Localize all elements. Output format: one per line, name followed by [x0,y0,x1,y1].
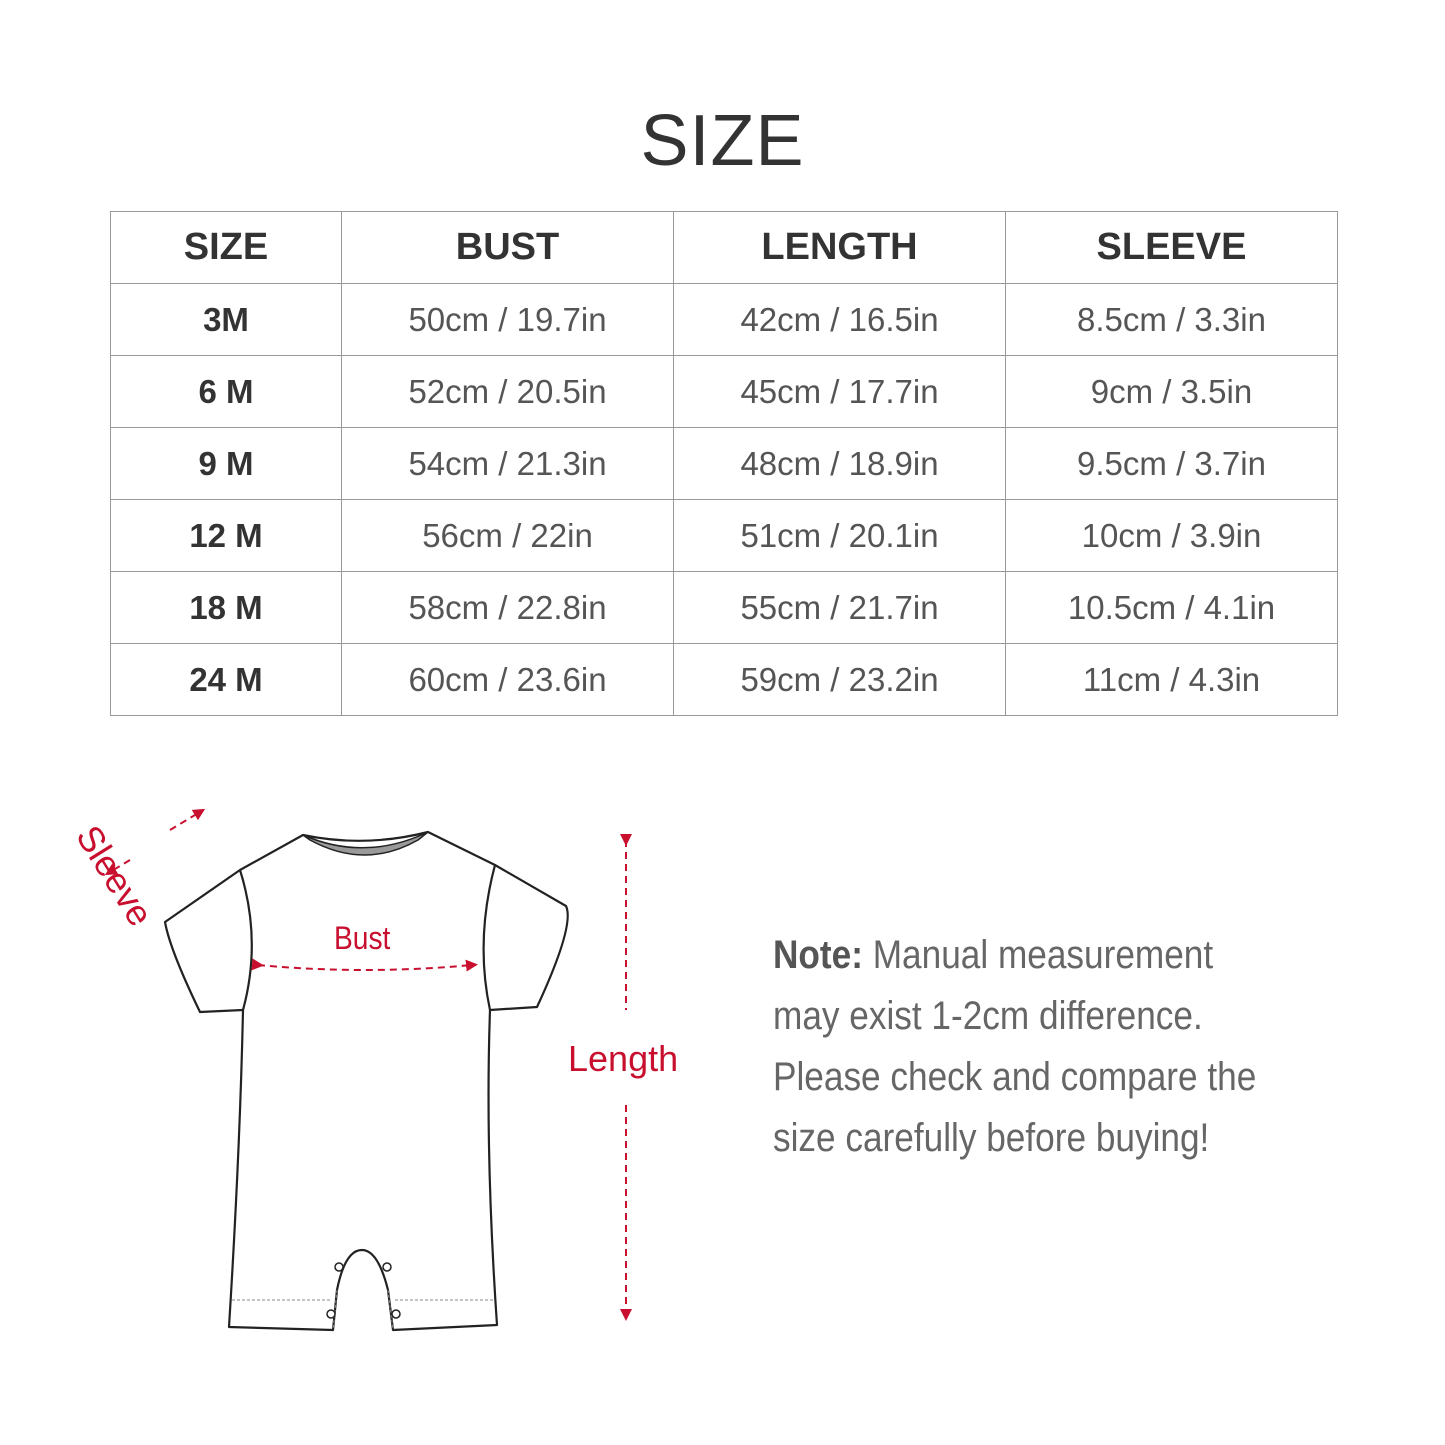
bust-cell: 60cm / 23.6in [341,643,674,716]
bust-cell: 52cm / 20.5in [341,355,674,428]
bust-label: Bust [334,920,391,956]
page-title: SIZE [640,101,805,181]
table-row: 3M 50cm / 19.7in 42cm / 16.5in 8.5cm / 3.3i… [110,283,1338,356]
note-text: Note: Manual measurement may exist 1-2cm… [773,925,1283,1169]
table-row: 24 M 60cm / 23.6in 59cm / 23.2in 11cm / 4.3… [110,643,1338,716]
size-cell: 3M [110,283,342,356]
sleeve-cell: 10cm / 3.9in [1005,499,1338,572]
bust-arrow [251,958,478,972]
sleeve-cell: 11cm / 4.3in [1005,643,1338,716]
length-cell: 45cm / 17.7in [673,355,1006,428]
table-row: 9 M 54cm / 21.3in 48cm / 18.9in 9.5cm / 3.7… [110,427,1338,500]
sleeve-cell: 9cm / 3.5in [1005,355,1338,428]
bust-cell: 50cm / 19.7in [341,283,674,356]
header-sleeve: SLEEVE [1005,211,1338,284]
bust-cell: 58cm / 22.8in [341,571,674,644]
table-header-row: SIZE BUST LENGTH SLEEVE [110,211,1338,284]
size-cell: 24 M [110,643,342,716]
note-body: Manual measurement may exist 1-2cm diffe… [773,933,1257,1160]
size-cell: 12 M [110,499,342,572]
table-row: 12 M 56cm / 22in 51cm / 20.1in 10cm / 3.9in [110,499,1338,572]
length-label: Length [568,1038,679,1079]
length-cell: 42cm / 16.5in [673,283,1006,356]
measure-arrows [104,808,632,1321]
sleeve-arrow-bottom [104,859,131,876]
length-cell: 51cm / 20.1in [673,499,1006,572]
bust-cell: 56cm / 22in [341,499,674,572]
length-cell: 59cm / 23.2in [673,643,1006,716]
length-cell: 48cm / 18.9in [673,427,1006,500]
table-row: 18 M 58cm / 22.8in 55cm / 21.7in 10.5cm / 4… [110,571,1338,644]
size-cell: 18 M [110,571,342,644]
size-cell: 6 M [110,355,342,428]
bust-cell: 54cm / 21.3in [341,427,674,500]
header-length: LENGTH [673,211,1006,284]
sleeve-cell: 8.5cm / 3.3in [1005,283,1338,356]
romper-outline [163,830,569,1332]
table-row: 6 M 52cm / 20.5in 45cm / 17.7in 9cm / 3.5in [110,355,1338,428]
header-size: SIZE [110,211,342,284]
sleeve-arrow-top [169,808,206,831]
size-table: SIZE BUST LENGTH SLEEVE 3M 50cm / 19.7in 4… [110,211,1338,716]
sleeve-cell: 10.5cm / 4.1in [1005,571,1338,644]
sleeve-cell: 9.5cm / 3.7in [1005,427,1338,500]
note-label: Note: [773,933,863,977]
length-cell: 55cm / 21.7in [673,571,1006,644]
